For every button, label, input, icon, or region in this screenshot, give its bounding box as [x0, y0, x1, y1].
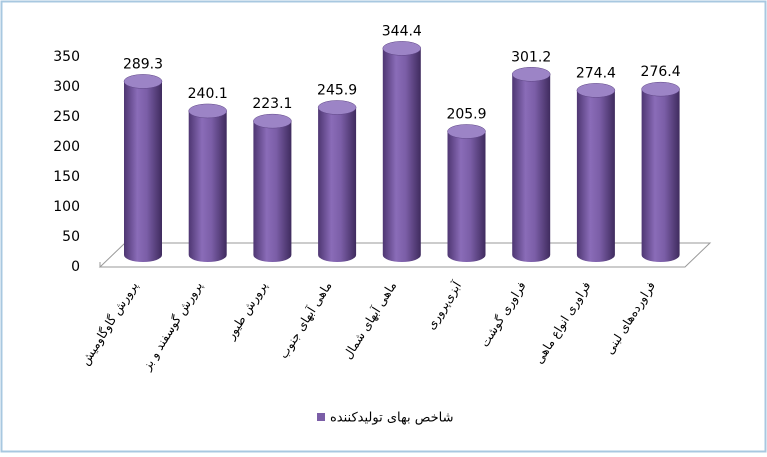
bar-top	[511, 67, 551, 82]
bar-top	[576, 83, 616, 98]
bar	[641, 89, 680, 262]
legend-swatch	[317, 413, 325, 421]
y-tick-label: 350	[53, 49, 80, 65]
y-tick-label: 300	[53, 79, 80, 95]
bar-top	[253, 113, 292, 129]
y-tick-label: 200	[53, 139, 80, 155]
value-label: 344.4	[382, 23, 422, 39]
bar	[188, 110, 227, 262]
y-tick-label: 0	[71, 259, 80, 275]
bar-top	[447, 124, 486, 139]
y-tick-label: 50	[62, 229, 80, 245]
bar-top	[382, 41, 422, 56]
bar	[512, 74, 551, 262]
value-label: 240.1	[188, 86, 228, 102]
bar	[447, 131, 486, 262]
legend-label: شاخص بهای تولیدکننده	[330, 411, 454, 426]
y-tick-label: 250	[53, 109, 80, 125]
value-label: 289.3	[123, 56, 163, 72]
value-label: 245.9	[317, 82, 357, 98]
bar	[318, 107, 357, 263]
y-tick-label: 150	[53, 169, 80, 185]
bar-top	[317, 100, 357, 115]
bar-top	[188, 103, 227, 119]
bar	[382, 48, 421, 262]
bar-top	[641, 81, 680, 97]
value-label: 301.2	[511, 49, 551, 65]
y-tick-label: 100	[53, 199, 80, 215]
bar	[124, 81, 162, 262]
bar	[253, 121, 292, 262]
value-label: 205.9	[446, 106, 486, 122]
bar-top	[123, 74, 163, 89]
value-label: 276.4	[641, 64, 681, 80]
value-label: 223.1	[252, 96, 292, 112]
bar	[576, 90, 615, 262]
value-label: 274.4	[576, 65, 616, 81]
